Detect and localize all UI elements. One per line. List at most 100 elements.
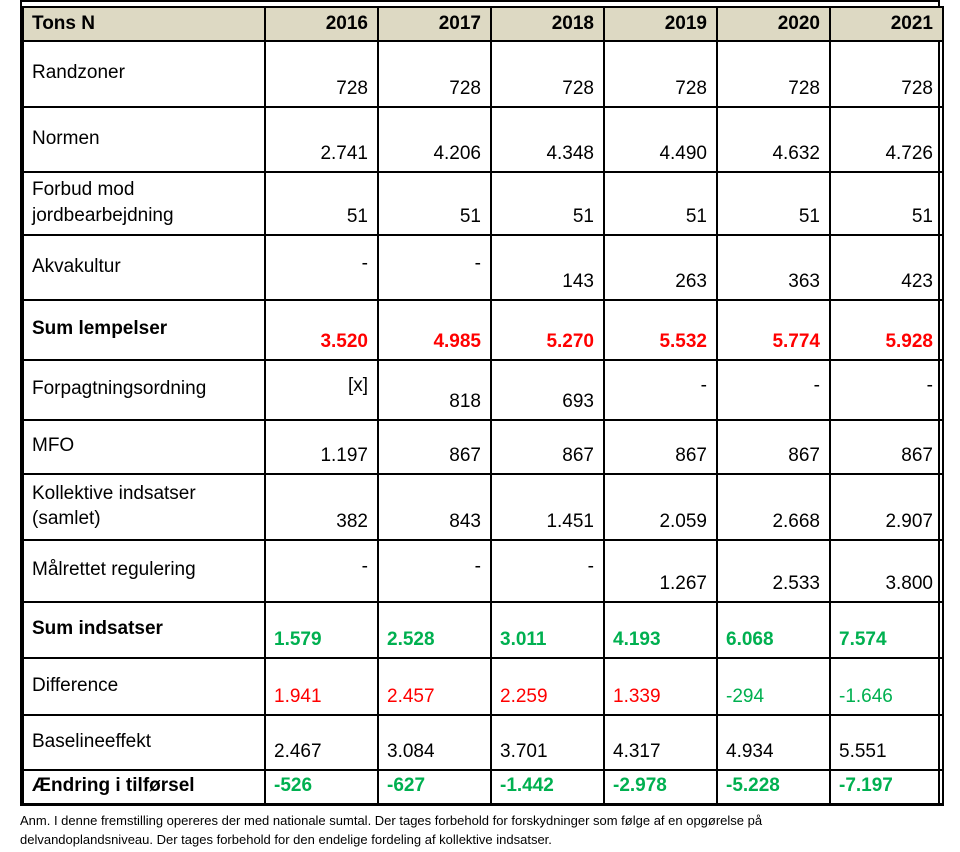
cell-value: 4.317 (603, 714, 718, 772)
cell-value: [x] (264, 359, 379, 422)
header-row: Tons N 2016 2017 2018 2019 2020 2021 (22, 6, 944, 42)
cell-value: 2.467 (264, 714, 379, 772)
cell-value: 867 (716, 419, 831, 476)
table-row-forpagtningsordning: Forpagtningsordning [x] 818 693 - - - (22, 359, 944, 422)
cell-value: 4.632 (716, 106, 831, 173)
year-header: 2019 (603, 6, 718, 42)
table-row-aendring: Ændring i tilførsel -526 -627 -1.442 -2.… (22, 769, 944, 806)
data-table: Tons N 2016 2017 2018 2019 2020 2021 Ran… (22, 6, 944, 806)
year-header: 2021 (829, 6, 944, 42)
table-row-randzoner: Randzoner 728 728 728 728 728 728 (22, 40, 944, 108)
cell-value: -294 (716, 657, 831, 717)
cell-value: 843 (377, 473, 492, 542)
row-label: Baselineeffekt (22, 714, 266, 772)
footnote: Anm. I denne fremstilling opereres der m… (20, 812, 763, 848)
cell-value: 728 (377, 40, 492, 108)
cell-value: 2.907 (829, 473, 944, 542)
row-label: Sum lempelser (22, 299, 266, 362)
cell-value: 3.800 (829, 539, 944, 604)
cell-value: 51 (603, 170, 718, 237)
cell-value: 3.701 (490, 714, 605, 772)
cell-value: 7.574 (829, 601, 944, 660)
cell-value: 143 (490, 234, 605, 302)
cell-value: -1.646 (829, 657, 944, 717)
cell-value: 382 (264, 473, 379, 542)
table-row-sum-indsatser: Sum indsatser 1.579 2.528 3.011 4.193 6.… (22, 601, 944, 660)
row-label: Kollektive indsatser (samlet) (22, 473, 266, 542)
cell-value: 2.059 (603, 473, 718, 542)
table-row-maalrettet: Målrettet regulering - - - 1.267 2.533 3… (22, 539, 944, 604)
cell-value: 3.084 (377, 714, 492, 772)
cell-value: - (264, 234, 379, 302)
cell-value: - (829, 359, 944, 422)
cell-value: - (264, 539, 379, 604)
cell-value: -2.978 (603, 769, 718, 806)
table-row-baselineeffekt: Baselineeffekt 2.467 3.084 3.701 4.317 4… (22, 714, 944, 772)
cell-value: 1.451 (490, 473, 605, 542)
cell-value: 51 (264, 170, 379, 237)
cell-value: 2.668 (716, 473, 831, 542)
cell-value: 1.197 (264, 419, 379, 476)
cell-value: 818 (377, 359, 492, 422)
cell-value: 728 (829, 40, 944, 108)
table-row-difference: Difference 1.941 2.457 2.259 1.339 -294 … (22, 657, 944, 717)
cell-value: 5.551 (829, 714, 944, 772)
cell-value: 363 (716, 234, 831, 302)
cell-value: 51 (377, 170, 492, 237)
cell-value: 4.726 (829, 106, 944, 173)
cell-value: 4.934 (716, 714, 831, 772)
cell-value: - (377, 234, 492, 302)
year-header: 2020 (716, 6, 831, 42)
cell-value: 2.457 (377, 657, 492, 717)
cell-value: 867 (829, 419, 944, 476)
cell-value: 728 (490, 40, 605, 108)
cell-value: 4.193 (603, 601, 718, 660)
cell-value: 867 (603, 419, 718, 476)
cell-value: 867 (490, 419, 605, 476)
row-label: Akvakultur (22, 234, 266, 302)
cell-value: 51 (829, 170, 944, 237)
cell-value: 6.068 (716, 601, 831, 660)
cell-value: 728 (603, 40, 718, 108)
cell-value: -1.442 (490, 769, 605, 806)
cell-value: -5.228 (716, 769, 831, 806)
cell-value: 3.520 (264, 299, 379, 362)
cell-value: 5.774 (716, 299, 831, 362)
cell-value: - (490, 539, 605, 604)
row-label: Difference (22, 657, 266, 717)
cell-value: 728 (264, 40, 379, 108)
cell-value: - (377, 539, 492, 604)
cell-value: 4.206 (377, 106, 492, 173)
year-header: 2018 (490, 6, 605, 42)
cell-value: 5.270 (490, 299, 605, 362)
cell-value: 5.532 (603, 299, 718, 362)
table-row-akvakultur: Akvakultur - - 143 263 363 423 (22, 234, 944, 302)
cell-value: 1.339 (603, 657, 718, 717)
cell-value: 867 (377, 419, 492, 476)
cell-value: 1.941 (264, 657, 379, 717)
cell-value: 1.267 (603, 539, 718, 604)
cell-value: 51 (490, 170, 605, 237)
row-label: Forpagtningsordning (22, 359, 266, 422)
row-label: Ændring i tilførsel (22, 769, 266, 806)
table-row-mfo: MFO 1.197 867 867 867 867 867 (22, 419, 944, 476)
cell-value: 4.985 (377, 299, 492, 362)
cell-value: 2.741 (264, 106, 379, 173)
table-frame: Tons N 2016 2017 2018 2019 2020 2021 Ran… (20, 0, 944, 806)
cell-value: - (716, 359, 831, 422)
row-label: Forbud mod jordbearbejdning (22, 170, 266, 237)
row-label: Normen (22, 106, 266, 173)
cell-value: 1.579 (264, 601, 379, 660)
cell-value: -627 (377, 769, 492, 806)
cell-value: 4.348 (490, 106, 605, 173)
table-row-forbud: Forbud mod jordbearbejdning 51 51 51 51 … (22, 170, 944, 237)
table-row-kollektive: Kollektive indsatser (samlet) 382 843 1.… (22, 473, 944, 542)
cell-value: 2.259 (490, 657, 605, 717)
year-header: 2016 (264, 6, 379, 42)
cell-value: 51 (716, 170, 831, 237)
table-row-normen: Normen 2.741 4.206 4.348 4.490 4.632 4.7… (22, 106, 944, 173)
cell-value: 3.011 (490, 601, 605, 660)
year-header: 2017 (377, 6, 492, 42)
row-label: MFO (22, 419, 266, 476)
